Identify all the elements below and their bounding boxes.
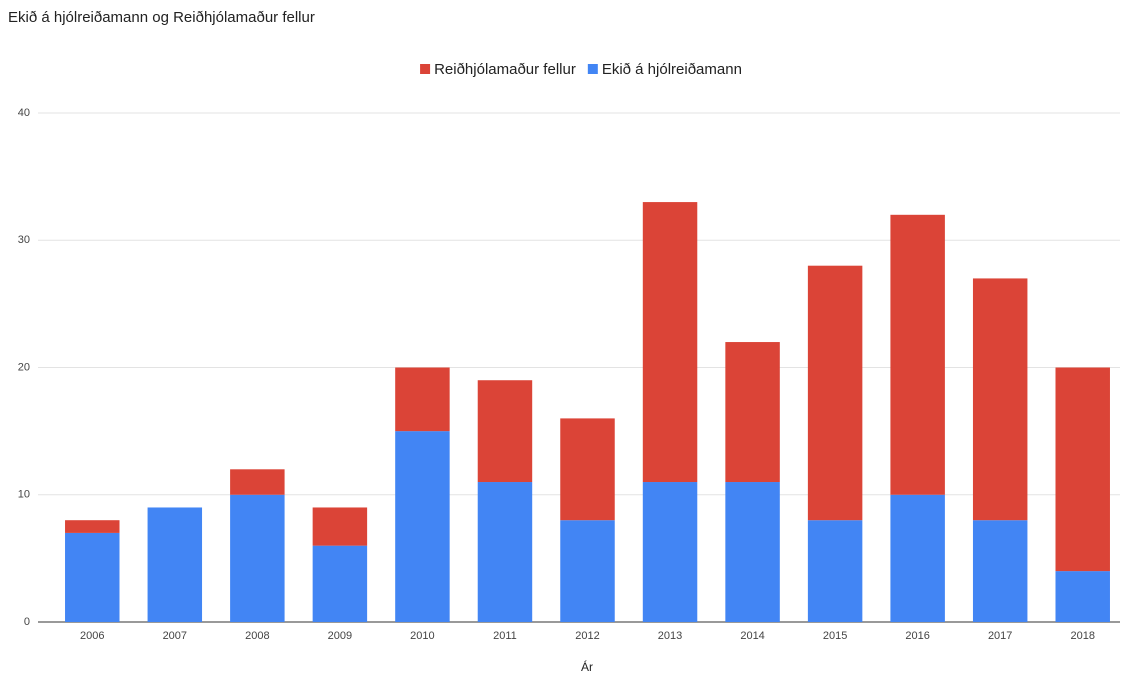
bar-segment — [230, 494, 285, 622]
bar-segment — [395, 367, 450, 432]
bar-segment — [477, 380, 533, 483]
bar-segment — [147, 507, 203, 622]
bar-segment — [1055, 367, 1110, 572]
y-tick-label: 0 — [24, 616, 30, 628]
bar-segment — [477, 482, 533, 622]
bar-segment — [312, 545, 368, 622]
bar-segment — [1055, 571, 1110, 622]
legend-swatch — [587, 64, 598, 74]
x-tick-label: 2012 — [575, 630, 599, 642]
y-tick-label: 10 — [18, 489, 30, 501]
x-tick-label: 2016 — [905, 630, 929, 642]
y-tick-label: 40 — [18, 107, 30, 119]
x-tick-label: 2010 — [410, 630, 434, 642]
x-tick-label: 2017 — [988, 630, 1012, 642]
y-tick-label: 20 — [18, 361, 30, 373]
legend-label: Reiðhjólamaður fellur — [434, 61, 576, 78]
bar-segment — [65, 532, 120, 622]
bar-segment — [725, 342, 780, 483]
legend-swatch — [420, 64, 431, 74]
x-tick-label: 2018 — [1070, 630, 1094, 642]
x-tick-label: 2008 — [245, 630, 269, 642]
x-tick-label: 2007 — [163, 630, 187, 642]
legend-label: Ekið á hjólreiðamann — [602, 61, 742, 78]
bar-segment — [725, 482, 780, 622]
y-tick-label: 30 — [18, 234, 30, 246]
x-axis-label: Ár — [581, 659, 593, 674]
bar-segment — [560, 520, 615, 622]
x-tick-label: 2006 — [80, 630, 104, 642]
bar-segment — [642, 482, 698, 622]
bar-segment — [890, 214, 945, 495]
bar-segment — [972, 278, 1028, 521]
bar-segment — [312, 507, 368, 546]
x-tick-label: 2014 — [740, 630, 764, 642]
bar-segment — [807, 265, 863, 521]
bar-segment — [560, 418, 615, 521]
x-tick-label: 2011 — [493, 630, 517, 642]
bar-segment — [890, 494, 945, 622]
bar-segment — [65, 520, 120, 533]
x-tick-label: 2015 — [823, 630, 847, 642]
bar-segment — [642, 202, 698, 483]
bar-segment — [807, 520, 863, 622]
x-tick-label: 2013 — [658, 630, 682, 642]
bar-segment — [230, 469, 285, 495]
chart-title: Ekið á hjólreiðamann og Reiðhjólamaður f… — [8, 9, 315, 26]
x-tick-label: 2009 — [328, 630, 352, 642]
bar-segment — [972, 520, 1028, 622]
bar-segment — [395, 431, 450, 622]
